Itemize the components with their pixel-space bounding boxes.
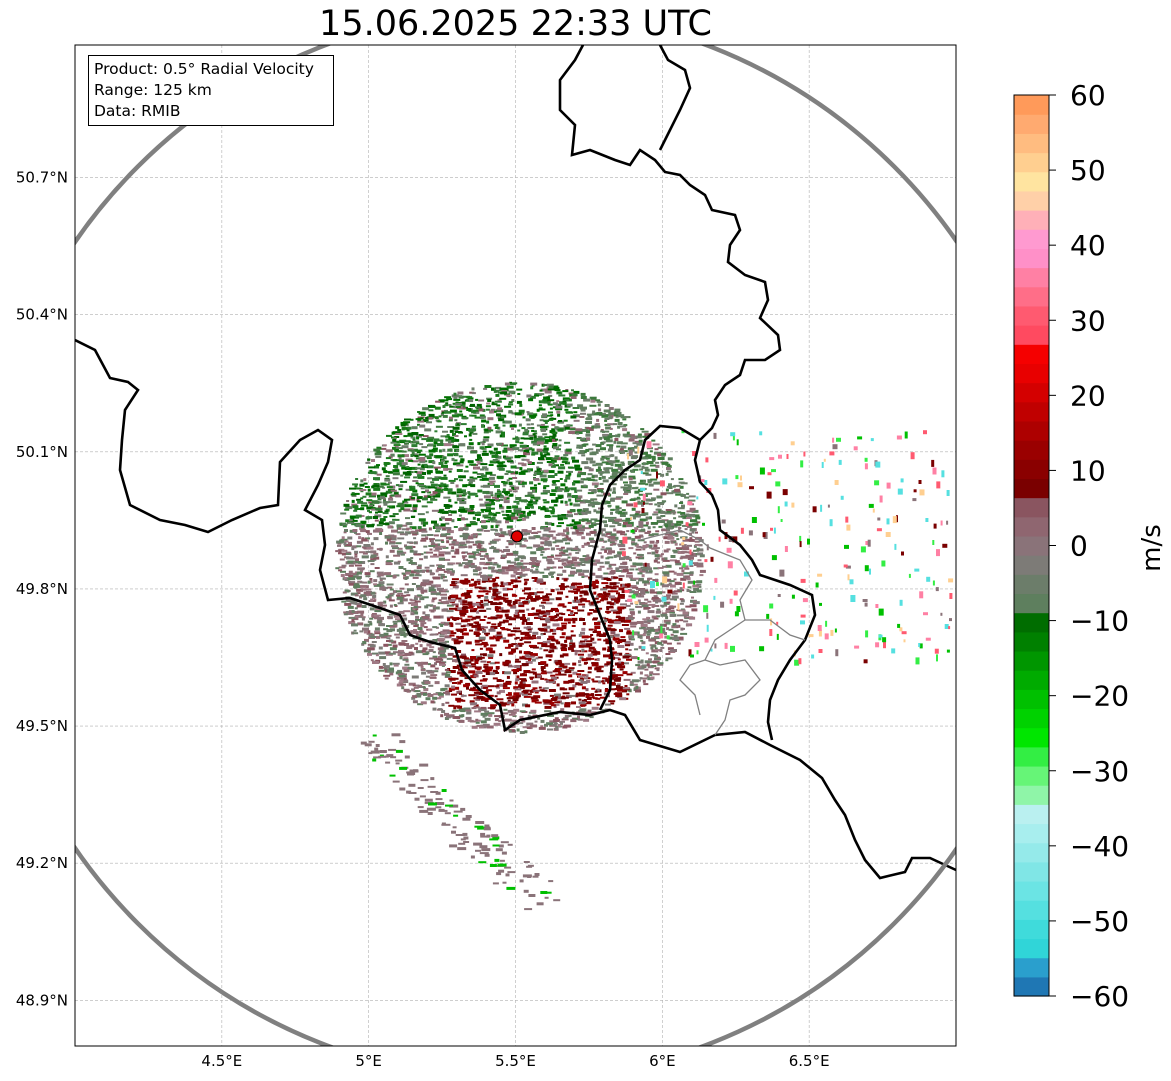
country-border-lux-west: [588, 424, 701, 711]
colorbar-band: [1014, 382, 1049, 403]
colorbar-band: [1014, 267, 1049, 288]
colorbar-band: [1014, 305, 1049, 326]
lon-tick-label: 5.5°E: [495, 1052, 536, 1070]
region-border-grey: [639, 529, 806, 736]
colorbar-tick-label: −60: [1070, 980, 1129, 1013]
colorbar-band: [1014, 900, 1049, 920]
colorbar-band: [1014, 286, 1049, 307]
colorbar-tick-label: −10: [1070, 605, 1129, 638]
colorbar-band: [1014, 190, 1049, 211]
colorbar-band: [1014, 363, 1049, 384]
colorbar-band: [1014, 804, 1049, 825]
colorbar-tick-label: −50: [1070, 905, 1129, 938]
colorbar-tick-label: −30: [1070, 755, 1129, 788]
lat-tick-label: 50.1°N: [16, 443, 68, 461]
colorbar-band: [1014, 957, 1049, 978]
colorbar-band: [1014, 401, 1049, 422]
colorbar-band: [1014, 325, 1049, 345]
lat-tick-label: 49.8°N: [16, 580, 68, 598]
colorbar-band: [1014, 823, 1049, 844]
colorbar-band: [1014, 976, 1049, 997]
colorbar-tick-label: 40: [1070, 229, 1106, 262]
colorbar-band: [1014, 555, 1049, 575]
lat-tick-label: 50.4°N: [16, 306, 68, 324]
colorbar-band: [1014, 861, 1049, 882]
product-info-box: Product: 0.5° Radial Velocity Range: 125…: [88, 55, 334, 126]
colorbar-band: [1014, 420, 1049, 441]
colorbar-tick-label: 0: [1070, 530, 1088, 563]
colorbar-band: [1014, 440, 1049, 460]
lat-tick-label: 49.2°N: [16, 854, 68, 872]
country-border-belgium-france: [75, 338, 956, 880]
colorbar-band: [1014, 593, 1049, 614]
colorbar-band: [1014, 650, 1049, 671]
map-title: 15.06.2025 22:33 UTC: [319, 4, 712, 44]
colorbar-band: [1014, 919, 1049, 940]
colorbar-band: [1014, 95, 1049, 115]
colorbar-tick-label: 30: [1070, 304, 1106, 337]
colorbar-band: [1014, 746, 1049, 767]
data-source-label: Data: RMIB: [94, 102, 181, 120]
product-label: Product: 0.5° Radial Velocity: [94, 60, 314, 78]
colorbar-band: [1014, 612, 1049, 633]
colorbar-band: [1014, 785, 1049, 805]
country-border-belgium-germany: [558, 45, 817, 741]
colorbar-band: [1014, 210, 1049, 230]
country-border-luxembourg: [658, 45, 692, 151]
colorbar-band: [1014, 459, 1049, 479]
colorbar-tick-label: −20: [1070, 680, 1129, 713]
range-label: Range: 125 km: [94, 81, 212, 99]
map-frame: [74, 44, 957, 1047]
colorbar-band: [1014, 765, 1049, 786]
colorbar-band: [1014, 689, 1049, 710]
colorbar-bands: [1014, 95, 1049, 997]
colorbar-band: [1014, 670, 1049, 690]
radar-site-marker[interactable]: [510, 530, 523, 543]
lon-tick-label: 4.5°E: [201, 1052, 242, 1070]
lat-tick-label: 48.9°N: [16, 991, 68, 1009]
colorbar-band: [1014, 516, 1049, 537]
axis-tick-labels: 4.5°E 5°E 5.5°E 6°E 6.5°E 50.7°N 50.4°N 50.1°N 4…: [16, 169, 830, 1070]
colorbar-band: [1014, 171, 1049, 192]
colorbar-band: [1014, 229, 1049, 249]
colorbar-tick-label: −40: [1070, 830, 1129, 863]
colorbar-tick-label: 10: [1070, 454, 1106, 487]
lon-tick-label: 5°E: [355, 1052, 382, 1070]
lon-tick-label: 6.5°E: [789, 1052, 830, 1070]
colorbar-band: [1014, 631, 1049, 652]
lat-tick-label: 50.7°N: [16, 169, 68, 187]
colorbar-band: [1014, 938, 1049, 959]
colorbar-band: [1014, 497, 1049, 518]
lon-tick-label: 6°E: [649, 1052, 676, 1070]
colorbar-tick-label: 20: [1070, 379, 1106, 412]
colorbar-band: [1014, 574, 1049, 595]
colorbar-band: [1014, 880, 1049, 901]
colorbar-tick-label: 60: [1070, 79, 1106, 112]
colorbar-band: [1014, 344, 1049, 364]
colorbar-band: [1014, 842, 1049, 863]
colorbar-unit-label: m/s: [1137, 524, 1167, 572]
colorbar-band: [1014, 152, 1049, 173]
colorbar-band: [1014, 478, 1049, 499]
colorbar-ticks: 60 50 40 30 20 10 0 −10 −20 −30 −40 −50 −60: [1049, 79, 1129, 1013]
colorbar-band: [1014, 114, 1049, 134]
lat-tick-label: 49.5°N: [16, 717, 68, 735]
colorbar-band: [1014, 708, 1049, 729]
colorbar-tick-label: 50: [1070, 154, 1106, 187]
colorbar-band: [1014, 248, 1049, 269]
colorbar-band: [1014, 727, 1049, 748]
colorbar-band: [1014, 133, 1049, 154]
colorbar-band: [1014, 535, 1049, 556]
